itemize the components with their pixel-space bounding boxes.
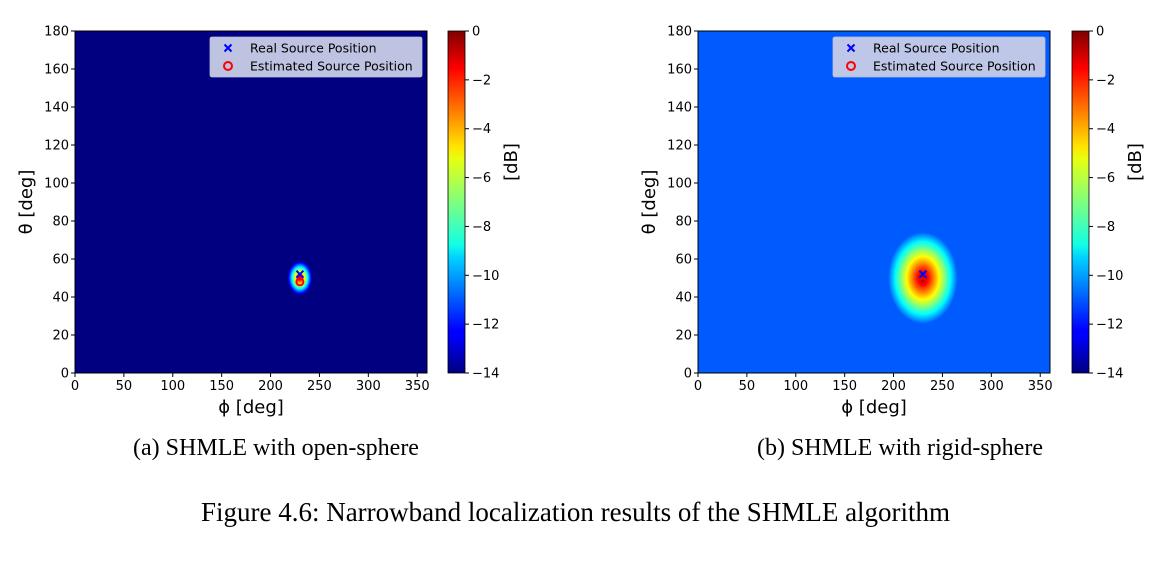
colorbar-tick-label-a: 0 (472, 25, 480, 40)
x-tick-label-b: 300 (979, 379, 1004, 394)
x-tick-label-a: 100 (160, 379, 185, 394)
y-axis-label-b: θ [deg] (639, 170, 660, 235)
y-tick-label-b: 140 (667, 101, 692, 116)
source-markers-b (918, 269, 928, 287)
y-axis-label-a: θ [deg] (16, 170, 37, 235)
y-tick-label-a: 160 (44, 63, 69, 78)
x-tick-label-a: 350 (405, 379, 430, 394)
heatmap-background-b (698, 31, 1050, 373)
x-tick-label-a: 250 (307, 379, 332, 394)
x-axis-label-b: ϕ [deg] (841, 397, 907, 418)
figure-caption: Figure 4.6: Narrowband localization resu… (200, 497, 951, 527)
colorbar-tick-label-a: −4 (472, 122, 491, 137)
plot-frame-b (697, 30, 1051, 374)
x-tick-label-b: 250 (930, 379, 955, 394)
x-tick-label-a: 300 (356, 379, 381, 394)
plot-frame-a (74, 30, 428, 374)
colorbar-tick-label-a: −6 (472, 171, 491, 186)
colorbar-ticks-a: 0 −2 −4 −6 −8 −10 −12 −14 (465, 25, 499, 382)
legend-x-marker-a (223, 43, 233, 53)
x-tick-label-b: 100 (783, 379, 808, 394)
legend-entry-estimated-a: Estimated Source Position (250, 59, 413, 74)
legend-x-marker-b (846, 43, 856, 53)
colorbar-tick-label-b: −6 (1096, 171, 1115, 186)
colorbar-tick-label-b: −14 (1096, 367, 1123, 382)
y-axis-ticks-b: 0 20 40 60 80 100 120 140 160 180 (667, 25, 698, 382)
heatmap-area-b (698, 31, 1050, 373)
x-tick-label-b: 50 (739, 379, 756, 394)
y-tick-label-b: 100 (667, 177, 692, 192)
y-tick-label-a: 0 (61, 367, 69, 382)
colorbar-tick-label-a: −2 (472, 73, 491, 88)
legend-box-a (209, 36, 423, 78)
y-tick-label-b: 0 (684, 367, 692, 382)
y-tick-label-b: 180 (667, 25, 692, 40)
y-tick-label-b: 20 (675, 329, 692, 344)
subfigure-caption-a: (a) SHMLE with open-sphere (133, 435, 419, 461)
heatmap-panel-a: 0 50 100 150 200 250 300 350 0 20 40 60 80 100 120 140… (16, 25, 522, 419)
x-tick-label-b: 0 (694, 379, 702, 394)
source-markers-a (295, 269, 305, 287)
x-axis-ticks-b: 0 50 100 150 200 250 300 350 (694, 373, 1053, 394)
legend-entry-estimated-b: Estimated Source Position (873, 59, 1036, 74)
colorbar-tick-label-b: −10 (1096, 269, 1123, 284)
subfigure-caption-b: (b) SHMLE with rigid-sphere (757, 435, 1043, 461)
x-tick-label-b: 200 (881, 379, 906, 394)
colorbar-tick-label-b: −4 (1096, 122, 1115, 137)
x-tick-label-a: 200 (258, 379, 283, 394)
y-tick-label-b: 160 (667, 63, 692, 78)
colorbar-tick-label-b: −2 (1096, 73, 1115, 88)
estimated-source-marker-a (295, 277, 305, 287)
legend-box-b (832, 36, 1046, 78)
real-source-marker-b (918, 269, 928, 279)
legend-entry-real-b: Real Source Position (873, 41, 1000, 56)
x-tick-label-a: 150 (209, 379, 234, 394)
y-tick-label-b: 60 (675, 253, 692, 268)
colorbar-tick-label-b: −12 (1096, 318, 1123, 333)
heatmap-panel-b: 0 50 100 150 200 250 300 350 0 20 40 60 80 100 120 140… (639, 25, 1146, 419)
colorbar-tick-label-b: 0 (1096, 25, 1104, 40)
x-axis-ticks-a: 0 50 100 150 200 250 300 350 (71, 373, 430, 394)
colorbar-a (447, 30, 466, 374)
legend-a: Real Source Position Estimated Source Po… (209, 36, 423, 78)
legend-entry-real-a: Real Source Position (250, 41, 377, 56)
y-tick-label-a: 20 (52, 329, 69, 344)
y-tick-label-a: 80 (52, 215, 69, 230)
colorbar-tick-label-a: −14 (472, 367, 499, 382)
heatmap-area-a (75, 31, 427, 373)
y-tick-label-a: 40 (52, 291, 69, 306)
x-tick-label-a: 0 (71, 379, 79, 394)
colorbar-ticks-b: 0 −2 −4 −6 −8 −10 −12 −14 (1089, 25, 1123, 382)
colorbar-label-b: [dB] (1125, 143, 1146, 181)
x-axis-label-a: ϕ [deg] (218, 397, 284, 418)
y-tick-label-a: 180 (44, 25, 69, 40)
x-tick-label-a: 50 (116, 379, 133, 394)
colorbar-tick-label-a: −12 (472, 318, 499, 333)
y-tick-label-a: 100 (44, 177, 69, 192)
y-axis-ticks-a: 0 20 40 60 80 100 120 140 160 180 (44, 25, 75, 382)
estimated-source-marker-b (918, 277, 928, 287)
y-tick-label-b: 80 (675, 215, 692, 230)
legend-o-marker-b (846, 61, 856, 71)
colorbar-tick-label-a: −8 (472, 220, 491, 235)
legend-b: Real Source Position Estimated Source Po… (832, 36, 1046, 78)
y-tick-label-b: 120 (667, 139, 692, 154)
y-tick-label-b: 40 (675, 291, 692, 306)
colorbar-tick-label-b: −8 (1096, 220, 1115, 235)
heatmap-background-a (75, 31, 427, 373)
y-tick-label-a: 120 (44, 139, 69, 154)
colorbar-tick-label-a: −10 (472, 269, 499, 284)
real-source-marker-a (295, 269, 305, 279)
y-tick-label-a: 140 (44, 101, 69, 116)
y-tick-label-a: 60 (52, 253, 69, 268)
colorbar-b (1071, 30, 1090, 374)
colorbar-label-a: [dB] (501, 143, 522, 181)
x-tick-label-b: 150 (832, 379, 857, 394)
legend-o-marker-a (223, 61, 233, 71)
x-tick-label-b: 350 (1028, 379, 1053, 394)
